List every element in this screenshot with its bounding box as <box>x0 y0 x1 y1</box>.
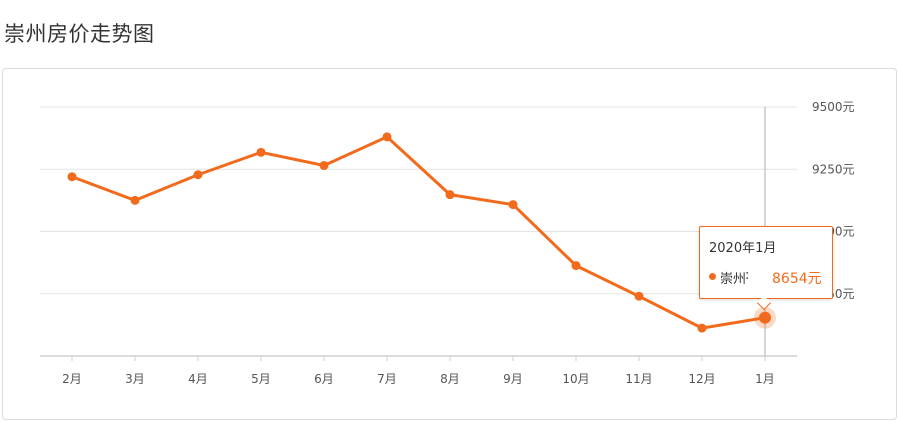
x-tick-label: 9月 <box>503 372 523 386</box>
data-point <box>319 161 329 171</box>
tooltip-colon: : <box>745 268 750 283</box>
x-tick-label: 12月 <box>688 372 715 386</box>
x-tick-label: 2月 <box>62 372 82 386</box>
data-point <box>130 195 140 205</box>
x-tick-label: 8月 <box>440 372 460 386</box>
data-point <box>193 170 203 180</box>
data-point <box>508 200 518 210</box>
tooltip-series-name: 崇州 <box>720 272 747 287</box>
x-tick-label: 3月 <box>125 372 145 386</box>
data-point <box>382 132 392 142</box>
x-tick-label: 4月 <box>188 372 208 386</box>
data-point <box>697 323 707 333</box>
page-title: 崇州房价走势图 <box>4 22 155 46</box>
data-point <box>634 291 644 301</box>
x-tick-label: 7月 <box>377 372 397 386</box>
data-point <box>256 147 266 157</box>
y-tick-label: 9250元 <box>812 162 855 176</box>
x-tick-label: 5月 <box>251 372 271 386</box>
data-point <box>67 172 77 182</box>
data-point-highlighted <box>759 311 771 324</box>
x-tick-label: 1月 <box>755 372 775 386</box>
tooltip-value: 8654元 <box>772 271 822 287</box>
data-point <box>445 190 455 200</box>
tooltip-title: 2020年1月 <box>709 241 777 256</box>
data-point <box>571 261 581 271</box>
series-line <box>71 135 766 330</box>
series-dot-icon <box>709 273 716 280</box>
chart-tooltip: 2020年1月 崇州 : 8654元 <box>699 226 833 299</box>
x-tick-label: 6月 <box>314 372 334 386</box>
x-tick-label: 10月 <box>562 372 589 386</box>
y-tick-label: 9500元 <box>812 100 855 114</box>
x-tick-label: 11月 <box>625 372 652 386</box>
